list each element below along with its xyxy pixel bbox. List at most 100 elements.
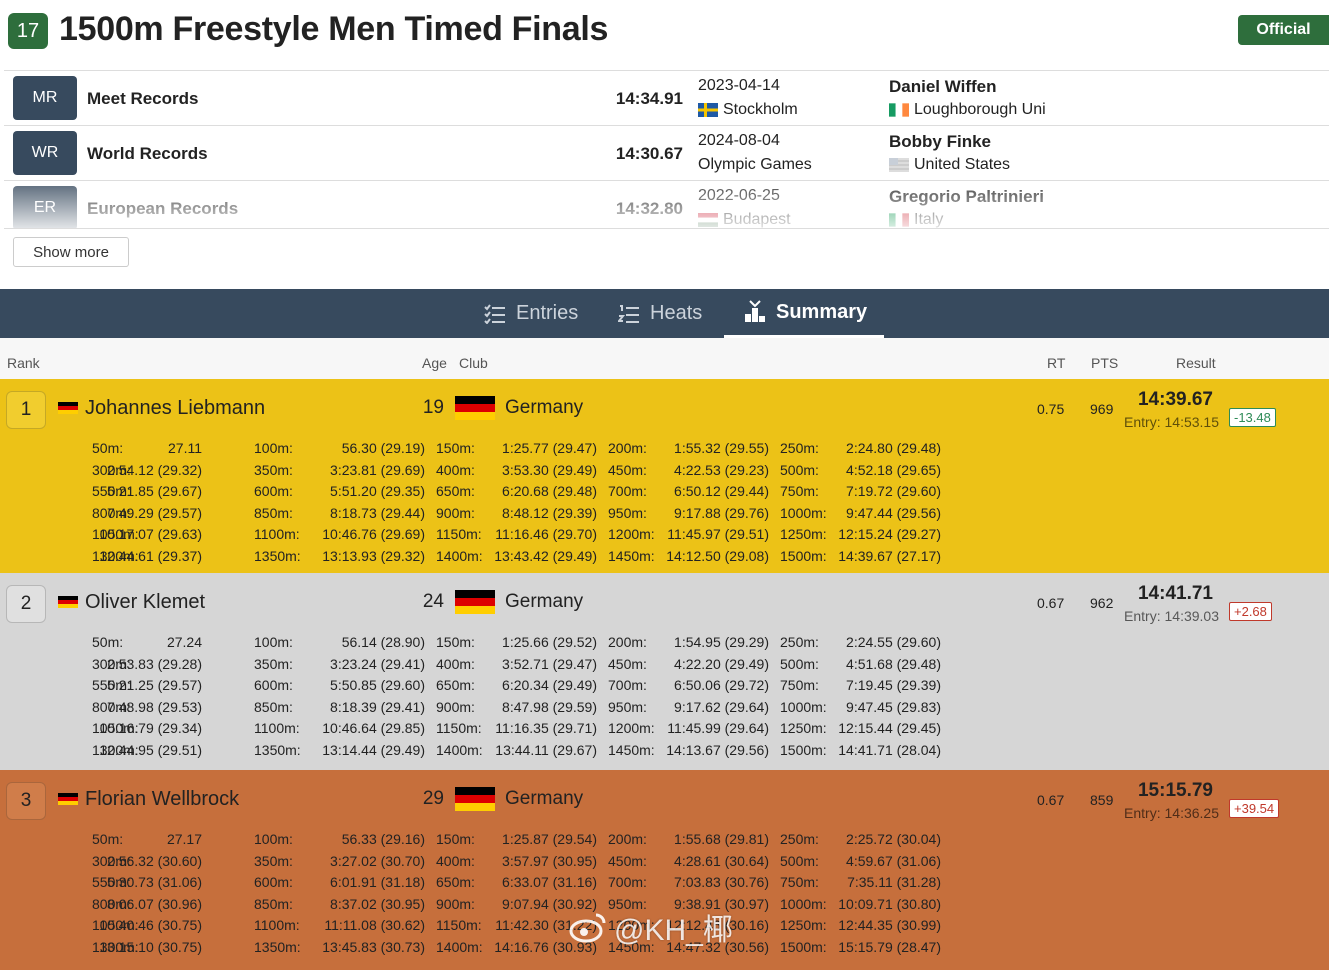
numbered-list-icon	[618, 304, 639, 323]
flag-icon	[889, 103, 909, 117]
splits-table: 50m: 27.11 100m: 56.30 (29.19) 150m: 1:25.77 …	[92, 440, 952, 570]
split-time: 14:47.32 (30.56)	[666, 938, 769, 955]
split-distance: 1250m:	[780, 720, 827, 737]
record-place: Olympic Games	[698, 156, 812, 174]
split-distance: 850m:	[254, 895, 293, 912]
split-time: 14:41.71 (28.04)	[838, 741, 941, 758]
split-row: 1300m: 12:44.61 (29.37) 1350m: 13:13.93 (29…	[92, 548, 952, 570]
split-distance: 1400m:	[436, 938, 483, 955]
split-time: 4:51.68 (29.48)	[846, 655, 941, 672]
athlete-name[interactable]: Florian Wellbrock	[85, 788, 240, 810]
flag-icon	[698, 213, 718, 227]
rank-badge: 3	[6, 782, 46, 820]
athlete-name[interactable]: Oliver Klemet	[85, 591, 206, 613]
split-time: 9:17.62 (29.64)	[674, 698, 769, 715]
split-distance: 1450m:	[608, 938, 655, 955]
entry-time: Entry: 14:36.25	[1124, 805, 1219, 821]
split-distance: 1150m:	[436, 917, 482, 934]
split-time: 1:54.95 (29.29)	[674, 634, 769, 650]
result-row[interactable]: 2 Oliver Klemet 24 Germany 0.67 962 14:4…	[0, 573, 1329, 770]
tab-heats[interactable]: Heats	[618, 289, 702, 338]
reaction-time: 0.67	[1037, 595, 1065, 611]
split-time: 5:30.73 (31.06)	[107, 874, 202, 891]
record-date: 2024-08-04	[698, 132, 780, 149]
split-distance: 800m:	[92, 504, 131, 521]
split-time: 4:28.61 (30.64)	[674, 852, 769, 869]
show-more-button[interactable]: Show more	[13, 237, 129, 267]
tab-summary[interactable]: Summary	[724, 289, 884, 338]
watermark: @KH_椰	[568, 905, 733, 949]
split-distance: 450m:	[608, 461, 647, 478]
split-time: 1:25.87 (29.54)	[502, 831, 597, 847]
split-time: 27.17	[166, 831, 202, 847]
split-time: 7:49.29 (29.57)	[107, 504, 202, 521]
split-row: 300m: 2:54.12 (29.32) 350m: 3:23.81 (29.69)…	[92, 462, 952, 484]
result-time: 15:15.79	[1137, 780, 1213, 801]
split-distance: 700m:	[608, 483, 647, 500]
reaction-time: 0.67	[1037, 792, 1065, 808]
athlete-club: Germany	[505, 788, 584, 809]
split-distance: 1200m:	[608, 917, 655, 934]
flag-icon	[698, 103, 718, 117]
tab-label: Heats	[650, 302, 703, 324]
split-distance: 750m:	[780, 483, 819, 500]
split-distance: 1300m:	[92, 938, 139, 955]
split-distance: 900m:	[436, 504, 475, 521]
split-distance: 700m:	[608, 677, 647, 694]
col-rt: RT	[1047, 355, 1066, 371]
split-distance: 550m:	[92, 874, 131, 891]
split-distance: 400m:	[436, 655, 475, 672]
reaction-time: 0.75	[1037, 401, 1065, 417]
split-distance: 400m:	[436, 852, 475, 869]
split-time: 6:20.34 (29.49)	[502, 677, 597, 694]
split-time: 4:59.67 (31.06)	[846, 852, 941, 869]
split-distance: 1500m:	[780, 938, 827, 955]
split-time: 7:19.72 (29.60)	[846, 483, 941, 500]
split-time: 9:38.91 (30.97)	[674, 895, 769, 912]
record-holder-club: United States	[889, 156, 1010, 174]
split-time: 13:14.44 (29.49)	[322, 741, 425, 758]
record-holder-club-text: United States	[914, 156, 1011, 173]
split-distance: 850m:	[254, 698, 293, 715]
split-distance: 50m:	[92, 440, 124, 456]
split-distance: 250m:	[780, 634, 819, 650]
split-time: 8:18.39 (29.41)	[330, 698, 425, 715]
splits-table: 50m: 27.17 100m: 56.33 (29.16) 150m: 1:25.87 …	[92, 831, 952, 961]
col-result: Result	[1176, 355, 1216, 371]
record-holder-club-text: Italy	[914, 211, 944, 228]
split-distance: 300m:	[92, 852, 131, 869]
germany-flag-icon	[58, 792, 78, 806]
split-distance: 800m:	[92, 698, 131, 715]
split-time: 12:44.95 (29.51)	[99, 741, 202, 758]
split-row: 50m: 27.17 100m: 56.33 (29.16) 150m: 1:25.87 …	[92, 831, 952, 853]
col-rank: Rank	[7, 355, 40, 371]
split-row: 800m: 8:06.07 (30.96) 850m: 8:37.02 (30.95)…	[92, 896, 952, 918]
split-time: 1:25.77 (29.47)	[502, 440, 597, 456]
result-row[interactable]: 1 Johannes Liebmann 19 Germany 0.75 969 …	[0, 379, 1329, 573]
split-time: 3:57.97 (30.95)	[502, 852, 597, 869]
rank-badge: 1	[6, 391, 46, 429]
result-row[interactable]: 3 Florian Wellbrock 29 Germany 0.67 859 …	[0, 770, 1329, 970]
record-holder-club: Loughborough Uni	[889, 101, 1046, 119]
col-club: Club	[459, 355, 488, 371]
tab-entries[interactable]: Entries	[484, 289, 578, 338]
athlete-name[interactable]: Johannes Liebmann	[85, 397, 266, 419]
split-distance: 400m:	[436, 461, 475, 478]
split-row: 1050m: 10:17.07 (29.63) 1100m: 10:46.76 (29…	[92, 526, 952, 548]
split-distance: 1050m:	[92, 720, 139, 737]
split-time: 6:20.68 (29.48)	[502, 483, 597, 500]
split-time: 6:50.12 (29.44)	[674, 483, 769, 500]
split-distance: 50m:	[92, 831, 124, 847]
split-time: 7:03.83 (30.76)	[674, 874, 769, 891]
record-place-text: Olympic Games	[698, 156, 812, 173]
split-time: 9:47.45 (29.83)	[846, 698, 941, 715]
athlete-age: 29	[422, 788, 444, 809]
split-row: 800m: 7:49.29 (29.57) 850m: 8:18.73 (29.44)…	[92, 505, 952, 527]
split-distance: 1350m:	[254, 938, 301, 955]
split-row: 550m: 5:21.85 (29.67) 600m: 5:51.20 (29.35)…	[92, 483, 952, 505]
watermark-text: @KH_椰	[614, 914, 733, 947]
split-distance: 150m:	[436, 831, 475, 847]
split-time: 2:53.83 (29.28)	[107, 655, 202, 672]
split-distance: 1050m:	[92, 917, 139, 934]
result-time: 14:41.71	[1137, 583, 1213, 604]
